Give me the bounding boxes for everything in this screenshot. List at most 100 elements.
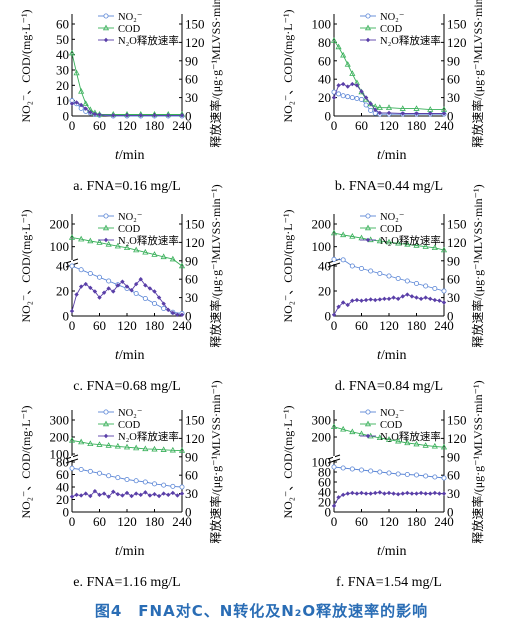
data-point-n2o (386, 110, 392, 116)
data-point-cod (142, 445, 149, 452)
data-point-n2o (363, 491, 369, 496)
legend-marker (102, 420, 110, 427)
data-point-n2o (350, 298, 355, 303)
x-tick-label: 0 (69, 118, 76, 133)
left-y-label: NO₂⁻、COD/(mg·L⁻¹) (19, 209, 33, 322)
data-point-n2o (111, 113, 116, 118)
data-point-n2o (377, 297, 383, 302)
data-point-cod (160, 446, 167, 452)
right-tick-label: 30 (447, 90, 460, 105)
right-y-label-text: 释放速率/(μg·g⁻¹MLVSS·min⁻¹) (470, 0, 485, 148)
data-point-n2o (359, 89, 364, 94)
legend-label: COD (380, 24, 403, 35)
data-point-no2 (395, 471, 401, 477)
data-point-n2o (166, 307, 171, 313)
left-tick-label: 50 (56, 32, 69, 47)
data-point-n2o (414, 491, 419, 496)
data-point-n2o (441, 111, 447, 116)
left-tick-label: 40 (56, 259, 69, 274)
legend-marker (365, 213, 371, 219)
data-point-n2o (382, 296, 387, 302)
axis-break-gap (333, 456, 335, 460)
x-tick-label: 240 (434, 118, 454, 133)
legend-marker (365, 409, 371, 415)
x-tick-label: 0 (331, 318, 338, 333)
data-point-n2o (92, 488, 98, 494)
data-point-n2o (350, 81, 355, 87)
data-point-no2 (363, 102, 369, 108)
data-point-n2o (382, 491, 387, 496)
data-point-n2o (74, 292, 79, 297)
data-point-no2 (359, 467, 365, 473)
x-tick-label: 180 (145, 118, 165, 133)
legend-marker (364, 224, 372, 231)
left-y-label: NO₂⁻、COD/(mg·L⁻¹) (281, 209, 295, 322)
data-point-cod (178, 262, 186, 269)
data-point-n2o (363, 297, 369, 303)
right-tick-label: 150 (447, 217, 467, 232)
data-point-n2o (152, 289, 157, 294)
data-point-no2 (124, 477, 130, 483)
data-point-cod (151, 251, 158, 257)
left-tick-label: 200 (50, 430, 70, 445)
data-point-n2o (88, 493, 93, 499)
data-point-cod (413, 242, 420, 248)
data-point-cod (123, 443, 131, 450)
data-point-cod (440, 246, 448, 253)
data-point-cod (413, 105, 420, 111)
data-point-no2 (404, 472, 410, 478)
legend-marker (364, 420, 372, 427)
data-point-n2o (409, 491, 415, 496)
legend-marker (364, 24, 372, 31)
data-point-n2o (418, 490, 424, 496)
data-point-cod (330, 37, 338, 43)
data-point-no2 (441, 288, 447, 294)
data-point-n2o (115, 492, 121, 497)
left-y-label: NO₂⁻、COD/(mg·L⁻¹) (19, 9, 33, 122)
data-point-n2o (373, 297, 378, 303)
right-tick-label: 150 (447, 17, 467, 32)
data-point-no2 (349, 263, 355, 269)
x-tick-label: 120 (117, 318, 137, 333)
data-point-n2o (106, 494, 111, 499)
data-point-n2o (418, 296, 424, 302)
data-point-n2o (101, 491, 107, 496)
x-axis-label: t/min (115, 148, 145, 163)
left-tick-label: 300 (312, 413, 332, 428)
right-tick-label: 30 (447, 486, 460, 501)
data-point-cod (87, 440, 94, 446)
right-tick-label: 150 (447, 413, 467, 428)
data-point-no2 (395, 276, 401, 282)
legend-label: N₂O释放速率 (118, 430, 179, 443)
legend-label: N₂O释放速率 (118, 34, 179, 47)
data-point-n2o (138, 492, 143, 498)
data-point-n2o (405, 292, 410, 297)
figure-caption: 图4 FNA对C、N转化及N₂O释放速率的影响 (94, 602, 429, 620)
data-point-n2o (143, 490, 148, 495)
data-point-cod (404, 439, 411, 446)
data-point-n2o (179, 491, 185, 496)
axis-break-mark (327, 262, 341, 268)
data-point-n2o (340, 492, 346, 498)
legend-label: N₂O释放速率 (380, 234, 441, 247)
left-tick-label: 30 (56, 63, 69, 78)
right-tick-label: 0 (447, 309, 454, 324)
data-point-n2o (354, 83, 360, 88)
data-point-no2 (87, 468, 93, 474)
data-point-n2o (354, 491, 360, 496)
data-point-n2o (391, 491, 396, 496)
data-point-no2 (179, 484, 185, 490)
x-axis-label: t/min (377, 148, 407, 163)
panel-caption: d. FNA=0.84 mg/L (335, 379, 443, 394)
panel-caption: a. FNA=0.16 mg/L (73, 179, 180, 194)
data-point-n2o (373, 490, 378, 496)
legend-label: NO₂⁻ (380, 12, 404, 23)
x-tick-label: 180 (145, 318, 165, 333)
data-point-n2o (97, 112, 102, 117)
right-tick-label: 60 (185, 468, 198, 483)
data-point-no2 (336, 91, 342, 97)
data-point-no2 (115, 475, 121, 481)
data-point-n2o (147, 286, 153, 291)
right-tick-label: 30 (185, 290, 198, 305)
x-tick-label: 120 (117, 514, 137, 529)
